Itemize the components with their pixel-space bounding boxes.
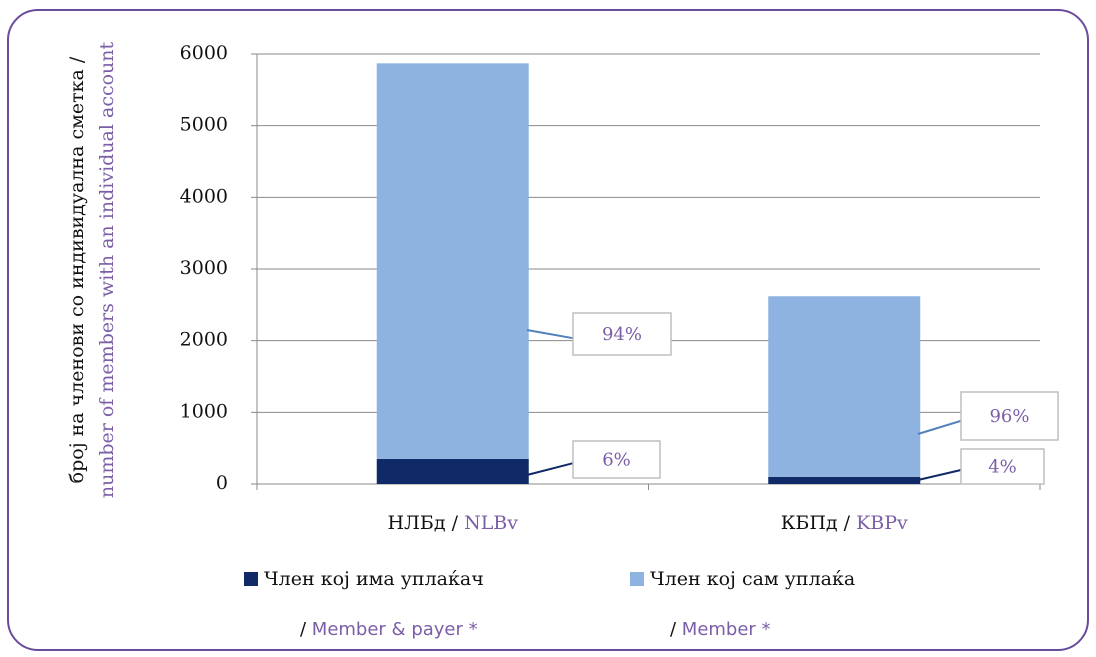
legend-label: Член кој сам уплаќа: [650, 568, 855, 590]
legend-swatch: [630, 572, 644, 586]
data-label: 96%: [989, 406, 1029, 427]
callout-box: [960, 391, 1059, 441]
data-label: 4%: [988, 457, 1017, 478]
legend-swatch: [244, 572, 258, 586]
bar-segment: [768, 476, 921, 484]
callout-box: [960, 448, 1045, 485]
y-tick-label: 5000: [180, 114, 228, 136]
y-axis-label: number of members with an individual acc…: [96, 41, 118, 498]
y-tick-label: 3000: [180, 257, 228, 279]
legend-label: Член кој има уплаќач: [264, 568, 484, 590]
y-tick-label: 2000: [180, 329, 228, 351]
callout-line: [917, 419, 962, 435]
y-tick-label: 0: [216, 472, 228, 494]
legend-label-en: / Member *: [670, 619, 771, 640]
y-axis-label: број на членови со индивидуална сметка /: [66, 56, 88, 483]
callout-line: [526, 329, 574, 340]
y-tick-label: 1000: [180, 400, 228, 422]
x-tick-label: КБПд / KBPv: [781, 512, 908, 534]
bar-segment: [376, 458, 529, 484]
callout-line: [526, 462, 574, 476]
bar-segment: [376, 63, 529, 459]
x-tick-label: НЛБд / NLBv: [387, 512, 518, 534]
y-tick-label: 4000: [180, 185, 228, 207]
callout-line: [917, 469, 962, 481]
frame: [7, 9, 1089, 651]
callout-box: [572, 312, 672, 356]
y-tick-label: 6000: [180, 42, 228, 64]
bar-segment: [768, 296, 921, 477]
legend-label-en: / Member & payer *: [300, 619, 478, 640]
callout-box: [572, 440, 661, 479]
data-label: 6%: [602, 450, 631, 471]
data-label: 94%: [602, 324, 642, 345]
